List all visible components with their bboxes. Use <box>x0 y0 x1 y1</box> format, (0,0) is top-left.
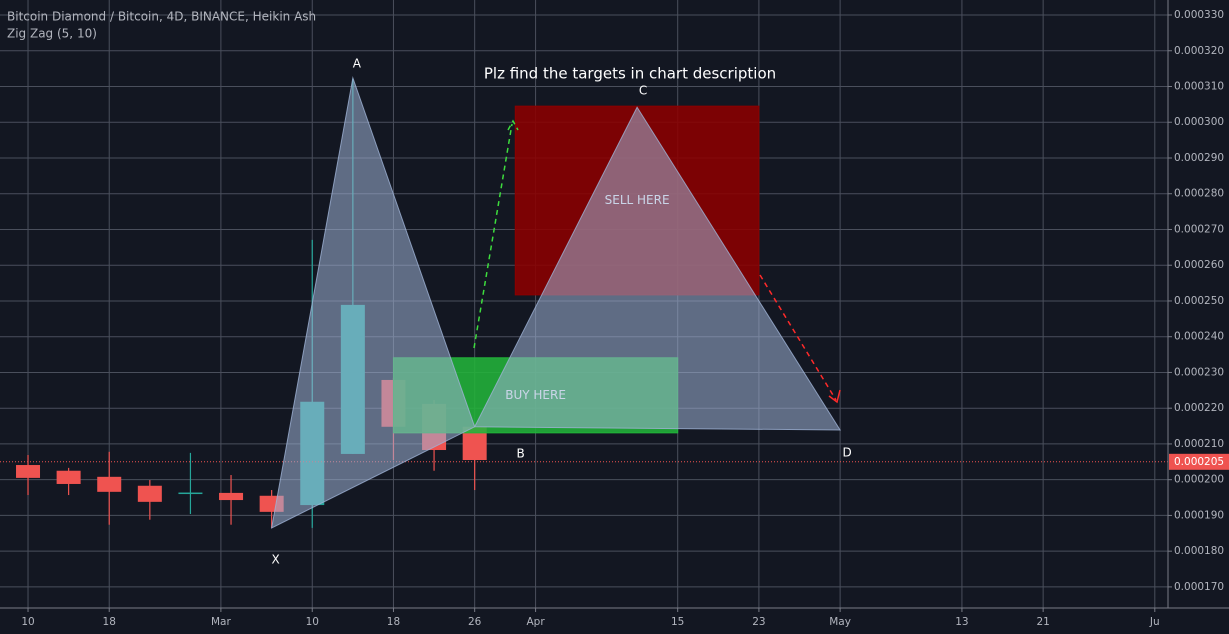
y-tick-label: 0.000200 <box>1174 474 1224 486</box>
candle-body <box>178 492 203 495</box>
x-tick-label: 18 <box>387 616 400 628</box>
indicator-label: Zig Zag (5, 10) <box>7 27 97 41</box>
candle-body <box>219 492 244 501</box>
y-tick-label: 0.000270 <box>1174 223 1224 235</box>
x-tick-label: 15 <box>671 616 684 628</box>
x-tick-label: 10 <box>21 616 34 628</box>
price-axis <box>1168 0 1229 634</box>
x-tick-label: 18 <box>103 616 116 628</box>
x-tick-label: 10 <box>306 616 319 628</box>
x-tick-label: May <box>829 616 851 628</box>
x-tick-label: 13 <box>955 616 968 628</box>
up-arrow <box>473 123 513 349</box>
x-tick-label: Apr <box>526 616 545 628</box>
pattern-point-label: X <box>272 552 280 566</box>
down-arrow <box>759 274 837 401</box>
x-tick-label: 23 <box>752 616 765 628</box>
pattern-point-label: C <box>639 84 647 98</box>
up-arrow-head <box>507 119 519 131</box>
y-tick-label: 0.000220 <box>1174 402 1224 414</box>
pattern-point-label: B <box>517 446 525 460</box>
candle-body <box>16 465 41 478</box>
y-tick-label: 0.000260 <box>1174 259 1224 271</box>
chart-title: Bitcoin Diamond / Bitcoin, 4D, BINANCE, … <box>7 10 316 24</box>
y-tick-label: 0.000280 <box>1174 188 1224 200</box>
down-arrow-head <box>828 389 841 404</box>
x-tick-label: 21 <box>1036 616 1049 628</box>
x-tick-label: Mar <box>211 616 231 628</box>
y-tick-label: 0.000320 <box>1174 45 1224 57</box>
y-tick-label: 0.000190 <box>1174 509 1224 521</box>
headline: Plz find the targets in chart descriptio… <box>484 65 776 83</box>
pattern-point-label: A <box>353 56 362 70</box>
y-tick-label: 0.000240 <box>1174 331 1224 343</box>
candle-body <box>97 476 122 492</box>
last-price-label: 0.000205 <box>1174 456 1224 468</box>
pattern-triangle <box>473 106 842 431</box>
y-tick-label: 0.000310 <box>1174 80 1224 92</box>
y-tick-label: 0.000290 <box>1174 152 1224 164</box>
y-tick-label: 0.000230 <box>1174 366 1224 378</box>
pattern-point-label: D <box>842 445 851 459</box>
y-tick-label: 0.000250 <box>1174 295 1224 307</box>
x-tick-label: Ju <box>1149 616 1160 628</box>
last-price-box <box>1169 453 1229 470</box>
y-tick-label: 0.000180 <box>1174 545 1224 557</box>
y-tick-label: 0.000170 <box>1174 581 1224 593</box>
y-tick-label: 0.000300 <box>1174 116 1224 128</box>
y-tick-label: 0.000330 <box>1174 9 1224 21</box>
x-tick-label: 26 <box>468 616 482 628</box>
candle-body <box>137 485 162 502</box>
candle-body <box>56 470 81 484</box>
pattern-triangle <box>270 75 476 529</box>
y-tick-label: 0.000210 <box>1174 438 1224 450</box>
